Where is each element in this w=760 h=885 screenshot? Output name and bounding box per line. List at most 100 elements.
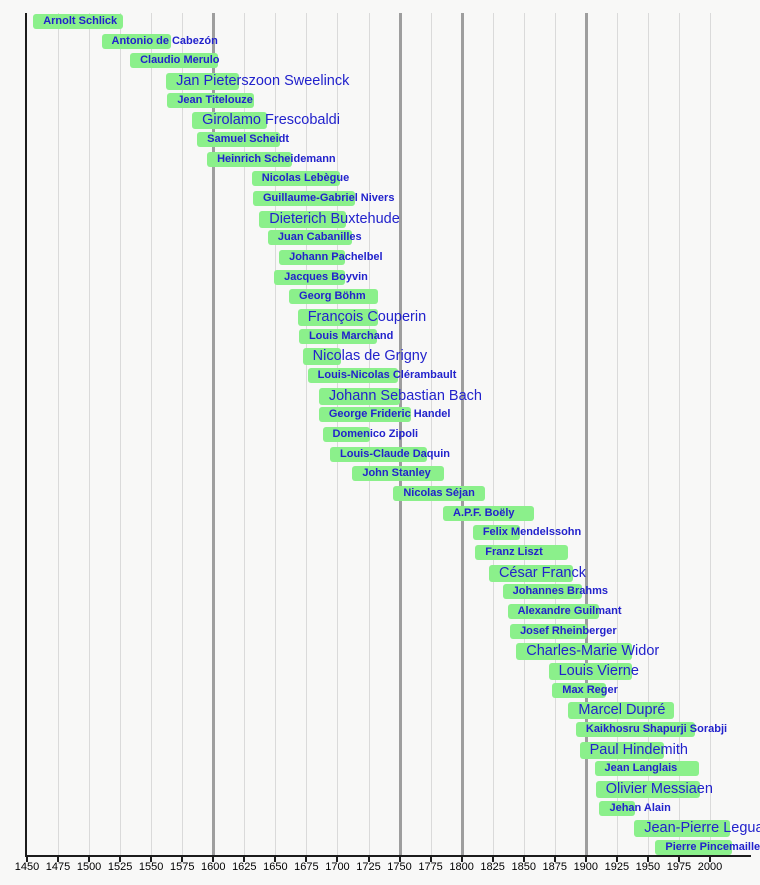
composer-label-charles-marie-widor: Charles-Marie Widor bbox=[526, 643, 660, 660]
timeline-bar-c-sar-franck[interactable]: César Franck bbox=[488, 564, 586, 582]
timeline-bar-louis-nicolas-cl-rambault[interactable]: Louis-Nicolas Clérambault bbox=[307, 368, 456, 383]
timeline-bar-felix-mendelssohn[interactable]: Felix Mendelssohn bbox=[472, 525, 581, 541]
axis-tick-1775 bbox=[429, 857, 432, 862]
composer-label-johann-pachelbel: Johann Pachelbel bbox=[289, 251, 383, 263]
timeline-bar-arnolt-schlick[interactable]: Arnolt Schlick bbox=[33, 14, 123, 29]
composer-label-louis-claude-daquin: Louis-Claude Daquin bbox=[340, 447, 450, 460]
gridline-1925 bbox=[616, 13, 618, 855]
timeline-bar-pierre-pincemaille[interactable]: Pierre Pincemaille bbox=[655, 840, 760, 855]
gridline-1850 bbox=[523, 13, 525, 855]
timeline-bar-alexandre-guilmant[interactable]: Alexandre Guilmant bbox=[507, 604, 622, 619]
timeline-bar-johann-pachelbel[interactable]: Johann Pachelbel bbox=[279, 250, 383, 265]
timeline-bar-juan-cabanilles[interactable]: Juan Cabanilles bbox=[267, 230, 362, 246]
composer-label-georg-b-hm: Georg Böhm bbox=[299, 290, 366, 303]
gridline-2000 bbox=[710, 13, 711, 855]
axis-tick-label-1775: 1775 bbox=[418, 861, 443, 873]
timeline-bar-johann-sebastian-bach[interactable]: Johann Sebastian Bach bbox=[318, 387, 482, 405]
composer-label-kaikhosru-shapurji-sorabji: Kaikhosru Shapurji Sorabji bbox=[585, 723, 728, 735]
timeline-bar-samuel-scheidt[interactable]: Samuel Scheidt bbox=[197, 132, 289, 147]
timeline-bar-jacques-boyvin[interactable]: Jacques Boyvin bbox=[274, 269, 368, 285]
gridline-1875 bbox=[554, 13, 556, 855]
composer-label-john-stanley: John Stanley bbox=[362, 467, 431, 480]
timeline-bar-fran-ois-couperin[interactable]: François Couperin bbox=[297, 309, 426, 326]
axis-tick-label-1650: 1650 bbox=[263, 861, 288, 873]
gridline-1825 bbox=[492, 13, 494, 855]
timeline-bar-nicolas-leb-gue[interactable]: Nicolas Lebègue bbox=[251, 171, 349, 187]
timeline-bar-jean-langlais[interactable]: Jean Langlais bbox=[594, 761, 699, 777]
axis-tick-label-1825: 1825 bbox=[480, 861, 505, 873]
timeline-bar-johannes-brahms[interactable]: Johannes Brahms bbox=[502, 584, 608, 600]
axis-tick-label-1675: 1675 bbox=[294, 861, 319, 873]
composer-label-jean-titelouze: Jean Titelouze bbox=[177, 93, 253, 106]
x-axis-line bbox=[25, 855, 751, 857]
axis-tick-label-1575: 1575 bbox=[169, 861, 195, 873]
timeline-bar-olivier-messiaen[interactable]: Olivier Messiaen bbox=[595, 781, 713, 798]
timeline-bar-louis-claude-daquin[interactable]: Louis-Claude Daquin bbox=[330, 446, 450, 462]
axis-tick-label-1900: 1900 bbox=[573, 861, 599, 873]
axis-tick-label-1625: 1625 bbox=[232, 861, 257, 873]
timeline-bar-girolamo-frescobaldi[interactable]: Girolamo Frescobaldi bbox=[192, 112, 340, 130]
composer-label-jehan-alain: Jehan Alain bbox=[609, 801, 671, 814]
timeline-bar-jean-titelouze[interactable]: Jean Titelouze bbox=[167, 92, 255, 108]
timeline-bar-max-reger[interactable]: Max Reger bbox=[552, 682, 618, 698]
timeline-bar-george-frideric-handel[interactable]: George Frideric Handel bbox=[318, 407, 450, 423]
composer-label-jan-pieterszoon-sweelinck: Jan Pieterszoon Sweelinck bbox=[176, 73, 350, 89]
axis-tick-1650 bbox=[274, 857, 277, 862]
timeline-bar-josef-rheinberger[interactable]: Josef Rheinberger bbox=[510, 623, 617, 639]
timeline-bar-georg-b-hm[interactable]: Georg Böhm bbox=[289, 289, 379, 305]
timeline-bar-charles-marie-widor[interactable]: Charles-Marie Widor bbox=[516, 643, 659, 661]
axis-tick-1875 bbox=[553, 857, 556, 862]
axis-tick-1700 bbox=[336, 857, 339, 862]
timeline-bar-heinrich-scheidemann[interactable]: Heinrich Scheidemann bbox=[207, 151, 336, 167]
composer-label-jacques-boyvin: Jacques Boyvin bbox=[284, 270, 368, 283]
composer-label-felix-mendelssohn: Felix Mendelssohn bbox=[482, 526, 582, 539]
timeline-bar-jehan-alain[interactable]: Jehan Alain bbox=[599, 800, 671, 816]
timeline-bar-john-stanley[interactable]: John Stanley bbox=[352, 466, 445, 482]
composer-label-louis-marchand: Louis Marchand bbox=[308, 329, 394, 342]
axis-tick-label-1700: 1700 bbox=[325, 861, 350, 873]
axis-tick-1450 bbox=[26, 857, 28, 862]
composer-label-johannes-brahms: Johannes Brahms bbox=[512, 585, 608, 598]
timeline-bar-dieterich-buxtehude[interactable]: Dieterich Buxtehude bbox=[259, 210, 400, 228]
gridline-1500 bbox=[89, 13, 91, 855]
timeline-bar-nicolas-s-jan[interactable]: Nicolas Séjan bbox=[393, 486, 486, 501]
timeline-bar-franz-liszt[interactable]: Franz Liszt bbox=[475, 545, 569, 560]
composer-label-nicolas-s-jan: Nicolas Séjan bbox=[403, 487, 475, 499]
composer-label-c-sar-franck: César Franck bbox=[498, 564, 586, 581]
composer-label-josef-rheinberger: Josef Rheinberger bbox=[520, 624, 617, 637]
timeline-bar-nicolas-de-grigny[interactable]: Nicolas de Grigny bbox=[302, 348, 427, 366]
axis-tick-label-1500: 1500 bbox=[76, 861, 102, 873]
gridline-1650 bbox=[275, 13, 277, 855]
axis-tick-label-1950: 1950 bbox=[635, 861, 661, 873]
timeline-bar-kaikhosru-shapurji-sorabji[interactable]: Kaikhosru Shapurji Sorabji bbox=[575, 722, 727, 737]
timeline-bar-jean-pierre-leguay[interactable]: Jean-Pierre Leguay bbox=[634, 820, 760, 838]
gridline-1775 bbox=[430, 13, 432, 855]
axis-tick-label-2000: 2000 bbox=[697, 861, 723, 873]
composer-label-arnolt-schlick: Arnolt Schlick bbox=[43, 15, 118, 27]
timeline-bar-guillaume-gabriel-nivers[interactable]: Guillaume-Gabriel Nivers bbox=[253, 191, 394, 206]
timeline-bar-domenico-zipoli[interactable]: Domenico Zipoli bbox=[322, 427, 418, 442]
gridline-1625 bbox=[244, 13, 246, 855]
y-axis-line bbox=[25, 13, 27, 855]
composer-label-louis-vierne: Louis Vierne bbox=[558, 663, 639, 679]
timeline-bar-paul-hindemith[interactable]: Paul Hindemith bbox=[579, 741, 688, 759]
timeline-bar-louis-vierne[interactable]: Louis Vierne bbox=[548, 663, 639, 680]
timeline-bar-a-p-f-bo-ly[interactable]: A.P.F. Boëly bbox=[443, 505, 534, 521]
composer-label-nicolas-de-grigny: Nicolas de Grigny bbox=[312, 348, 428, 365]
axis-tick-label-1925: 1925 bbox=[604, 861, 630, 873]
era-boundary-line-1800 bbox=[460, 13, 464, 855]
gridline-1550 bbox=[151, 13, 153, 855]
gridline-1575 bbox=[182, 13, 184, 855]
timeline-bar-jan-pieterszoon-sweelinck[interactable]: Jan Pieterszoon Sweelinck bbox=[166, 73, 349, 90]
timeline-bar-claudio-merulo[interactable]: Claudio Merulo bbox=[130, 53, 220, 69]
timeline-bar-louis-marchand[interactable]: Louis Marchand bbox=[298, 328, 393, 344]
composer-label-nicolas-leb-gue: Nicolas Lebègue bbox=[261, 172, 350, 185]
axis-tick-1675 bbox=[305, 857, 308, 862]
axis-tick-1975 bbox=[677, 857, 680, 862]
composer-label-johann-sebastian-bach: Johann Sebastian Bach bbox=[328, 387, 482, 404]
timeline-bar-marcel-dupr[interactable]: Marcel Dupré bbox=[568, 702, 674, 720]
composer-label-dieterich-buxtehude: Dieterich Buxtehude bbox=[269, 210, 400, 227]
axis-tick-1750 bbox=[398, 857, 401, 862]
timeline-bar-antonio-de-cabez-n[interactable]: Antonio de Cabezón bbox=[101, 33, 218, 49]
axis-tick-2000 bbox=[709, 857, 711, 862]
